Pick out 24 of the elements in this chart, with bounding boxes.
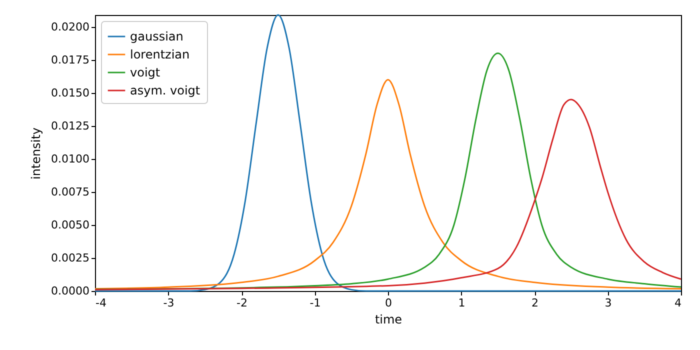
- x-tick-label: 3: [604, 296, 612, 310]
- x-tick-label: -3: [163, 296, 174, 310]
- y-tick-label: 0.0200: [51, 20, 90, 34]
- y-tick-label: 0.0050: [51, 218, 90, 232]
- legend-label: gaussian: [130, 30, 184, 44]
- y-tick-label: 0.0075: [51, 185, 90, 198]
- x-tick-label: 2: [532, 296, 538, 310]
- x-tick-label: 0: [385, 296, 392, 310]
- x-tick-label: -2: [236, 296, 248, 310]
- y-tick-label: 0.0150: [51, 86, 90, 100]
- y-tick-label: 0.0100: [51, 152, 90, 166]
- x-axis-title: time: [374, 312, 402, 326]
- y-tick-label: 0.0000: [51, 284, 90, 298]
- x-tick-label: -1: [310, 296, 321, 310]
- legend-label: voigt: [130, 66, 160, 80]
- x-tick-label: -4: [96, 296, 106, 310]
- legend-label: asym. voigt: [130, 84, 200, 98]
- y-tick-label: 0.0175: [51, 53, 90, 66]
- y-axis-title: intensity: [29, 127, 44, 180]
- y-tick-label: 0.0025: [51, 251, 90, 264]
- y-tick-label: 0.0125: [51, 119, 90, 132]
- x-tick-label: 4: [674, 296, 682, 310]
- legend-label: lorentzian: [130, 48, 190, 62]
- x-tick-label: 1: [458, 296, 466, 310]
